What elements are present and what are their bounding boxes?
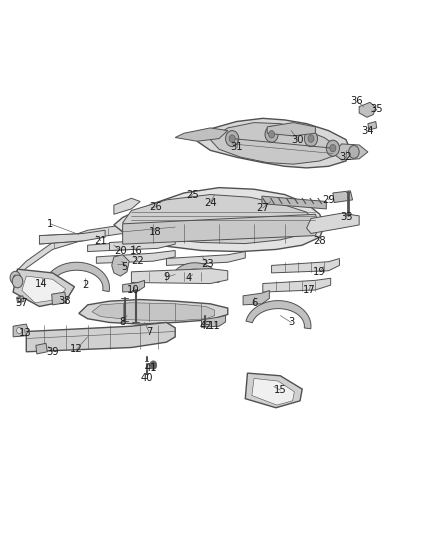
Polygon shape (13, 269, 74, 306)
Polygon shape (243, 290, 269, 305)
Text: 28: 28 (314, 236, 326, 246)
Text: 39: 39 (46, 347, 59, 357)
Text: 23: 23 (202, 259, 214, 269)
Text: 1: 1 (47, 219, 53, 229)
Polygon shape (175, 128, 228, 141)
Polygon shape (110, 237, 175, 251)
Text: 42: 42 (200, 321, 212, 331)
Polygon shape (359, 102, 376, 117)
Polygon shape (123, 224, 175, 236)
Polygon shape (252, 378, 294, 405)
Polygon shape (267, 123, 315, 136)
Circle shape (330, 144, 336, 152)
Text: 25: 25 (186, 190, 199, 199)
Text: 18: 18 (149, 227, 162, 237)
Polygon shape (96, 251, 175, 263)
Text: 33: 33 (340, 213, 352, 222)
Text: 37: 37 (16, 298, 28, 308)
Polygon shape (246, 301, 311, 329)
Text: 22: 22 (131, 256, 145, 266)
Text: 17: 17 (302, 286, 315, 295)
Text: 13: 13 (19, 328, 32, 338)
Text: 31: 31 (230, 142, 243, 151)
Polygon shape (114, 188, 324, 252)
Polygon shape (112, 255, 129, 276)
Text: 11: 11 (208, 321, 221, 331)
Polygon shape (13, 324, 28, 337)
Polygon shape (307, 213, 359, 233)
Circle shape (268, 131, 275, 138)
Text: 35: 35 (371, 104, 383, 114)
Circle shape (265, 126, 278, 142)
Polygon shape (333, 191, 353, 203)
Text: 36: 36 (351, 96, 363, 106)
Polygon shape (368, 122, 377, 130)
Polygon shape (46, 262, 110, 292)
Circle shape (12, 275, 23, 288)
Polygon shape (22, 276, 66, 303)
Polygon shape (197, 118, 350, 168)
Text: 26: 26 (149, 202, 162, 212)
Polygon shape (262, 196, 326, 209)
Text: 5: 5 (122, 262, 128, 271)
Text: 14: 14 (35, 279, 48, 288)
Text: 20: 20 (114, 246, 127, 255)
Text: 2: 2 (82, 280, 88, 290)
Polygon shape (79, 300, 228, 324)
Polygon shape (114, 198, 140, 214)
Text: 40: 40 (141, 374, 153, 383)
Polygon shape (92, 303, 215, 321)
Text: 27: 27 (256, 203, 269, 213)
Polygon shape (333, 144, 368, 160)
Polygon shape (166, 252, 245, 265)
Polygon shape (17, 296, 24, 303)
Circle shape (17, 327, 22, 334)
Polygon shape (39, 230, 105, 244)
Circle shape (18, 297, 22, 302)
Text: 12: 12 (70, 344, 83, 354)
Polygon shape (52, 292, 67, 305)
Text: 4: 4 (185, 273, 191, 283)
Text: 8: 8 (120, 318, 126, 327)
Polygon shape (245, 373, 302, 408)
Polygon shape (36, 343, 47, 354)
Text: 15: 15 (274, 385, 287, 395)
Text: 34: 34 (362, 126, 374, 135)
Text: 9: 9 (163, 272, 170, 282)
Polygon shape (123, 214, 320, 244)
Polygon shape (272, 259, 339, 273)
Text: 41: 41 (145, 363, 157, 373)
Text: 6: 6 (251, 298, 257, 308)
Polygon shape (13, 225, 149, 281)
Circle shape (308, 135, 314, 142)
Polygon shape (88, 239, 153, 252)
Circle shape (10, 271, 21, 284)
Text: 29: 29 (322, 195, 335, 205)
Text: 7: 7 (146, 327, 152, 336)
Circle shape (150, 361, 157, 369)
Circle shape (349, 146, 359, 158)
Polygon shape (201, 316, 226, 327)
Text: 16: 16 (129, 246, 142, 255)
Polygon shape (26, 322, 175, 352)
Circle shape (326, 140, 339, 156)
Polygon shape (123, 280, 145, 292)
Text: 21: 21 (94, 236, 107, 246)
Polygon shape (131, 269, 228, 284)
Circle shape (229, 135, 235, 142)
Circle shape (226, 131, 239, 147)
Polygon shape (210, 123, 337, 164)
Circle shape (304, 131, 318, 147)
Polygon shape (171, 263, 219, 282)
Text: 24: 24 (204, 198, 216, 207)
Circle shape (13, 275, 18, 280)
Text: 10: 10 (127, 286, 140, 295)
Text: 32: 32 (340, 152, 352, 162)
Polygon shape (263, 278, 331, 292)
Text: 30: 30 (292, 135, 304, 144)
Text: 38: 38 (59, 296, 71, 306)
Text: 3: 3 (288, 318, 294, 327)
Polygon shape (123, 195, 315, 244)
Text: 19: 19 (313, 267, 326, 277)
